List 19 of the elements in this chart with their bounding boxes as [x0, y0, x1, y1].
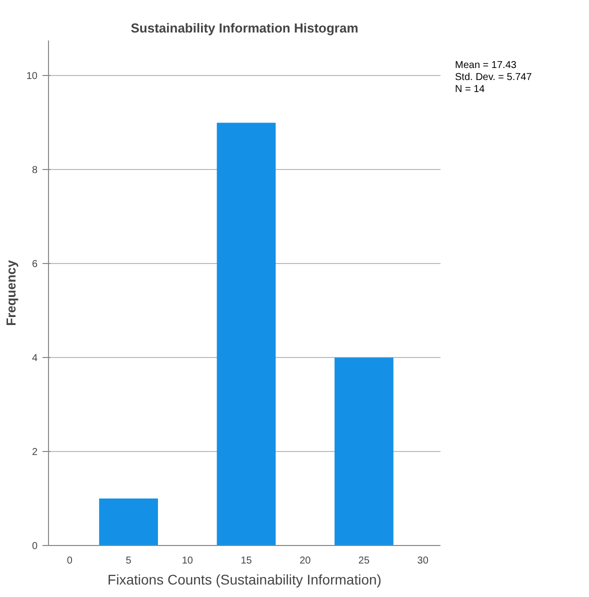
x-tick-label: 0: [66, 556, 73, 566]
y-tick-label: 10: [26, 71, 38, 82]
x-tick-label: 5: [126, 556, 132, 566]
y-tick-label: 4: [32, 353, 38, 364]
x-axis-title: Fixations Counts (Sustainability Information): [108, 572, 382, 588]
x-tick-label: 10: [182, 556, 194, 566]
y-tick-label: 6: [32, 259, 38, 270]
y-tick-label: 0: [32, 541, 38, 552]
y-tick-label: 8: [32, 165, 38, 176]
y-axis-title: Frequency: [3, 259, 18, 326]
x-tick-label: 25: [358, 556, 370, 566]
x-tick-label: 15: [240, 556, 252, 566]
y-tick-label: 2: [32, 447, 38, 458]
x-tick-label: 20: [300, 556, 312, 566]
x-tick-label: 30: [417, 556, 429, 566]
text: N = 14: [455, 84, 485, 95]
chart-title: Sustainability Information Histogram: [130, 20, 358, 36]
text: Std. Dev. = 5.747: [455, 72, 532, 83]
text: Mean = 17.43: [455, 60, 516, 71]
